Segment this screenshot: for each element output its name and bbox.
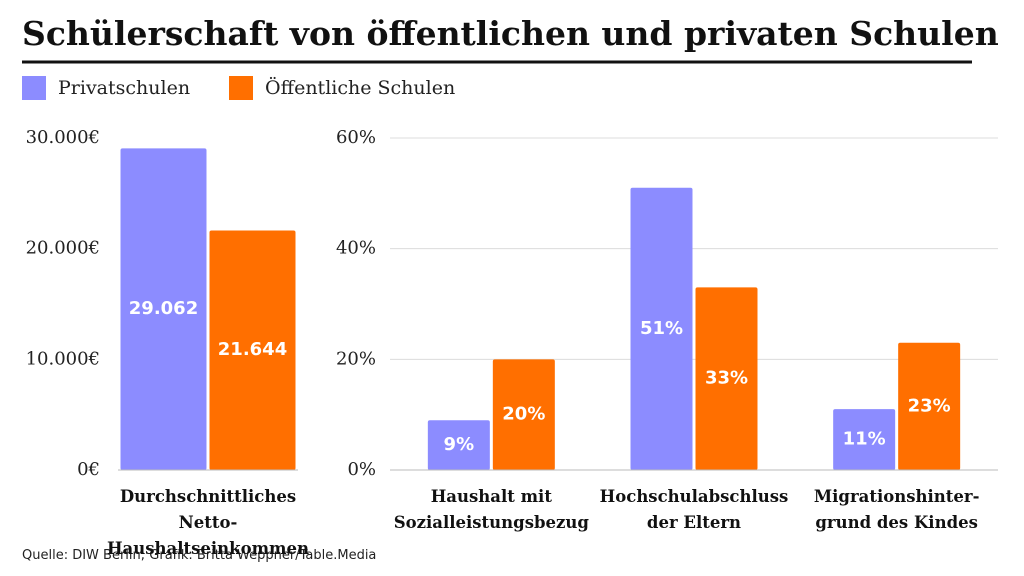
y-tick-label: 0% — [347, 459, 376, 480]
value-label: 33% — [705, 368, 748, 389]
y-tick-label: 40% — [336, 238, 376, 259]
y-tick-label: 10.000€ — [26, 348, 100, 369]
legend-swatch — [229, 76, 253, 100]
x-tick-label: Migrationshinter- grund des Kindes — [813, 487, 980, 532]
x-tick-label: Haushalt mit Sozialleistungsbezug — [393, 487, 589, 532]
value-label: 11% — [843, 429, 886, 450]
value-label: 29.062 — [129, 298, 198, 319]
value-label: 21.644 — [218, 339, 287, 360]
x-tick-label: Durchschnittliches Netto- Haushaltseinko… — [106, 487, 310, 558]
legend-label: Öffentliche Schulen — [265, 76, 455, 99]
value-label: 9% — [444, 434, 475, 455]
bar — [898, 342, 961, 470]
legend-swatch — [22, 76, 46, 100]
bar — [427, 420, 490, 470]
bar — [695, 287, 758, 470]
bar — [120, 148, 207, 470]
y-tick-label: 20% — [336, 348, 376, 369]
y-tick-label: 0€ — [77, 459, 100, 480]
value-label: 23% — [908, 395, 951, 416]
legend-label: Privatschulen — [58, 77, 190, 99]
bar — [630, 187, 693, 471]
y-tick-label: 60% — [336, 127, 376, 148]
page-title: Schülerschaft von öffentlichen und priva… — [22, 14, 999, 53]
bar — [209, 230, 296, 470]
value-label: 51% — [640, 318, 683, 339]
x-tick-label: Hochschulabschluss der Eltern — [599, 487, 789, 532]
source-note: Quelle: DIW Berlin; Grafik: Britta Weppn… — [22, 548, 377, 563]
value-label: 20% — [502, 404, 545, 425]
bar — [833, 409, 896, 470]
bar — [492, 359, 555, 470]
y-tick-label: 20.000€ — [26, 238, 100, 259]
y-tick-label: 30.000€ — [26, 127, 100, 148]
